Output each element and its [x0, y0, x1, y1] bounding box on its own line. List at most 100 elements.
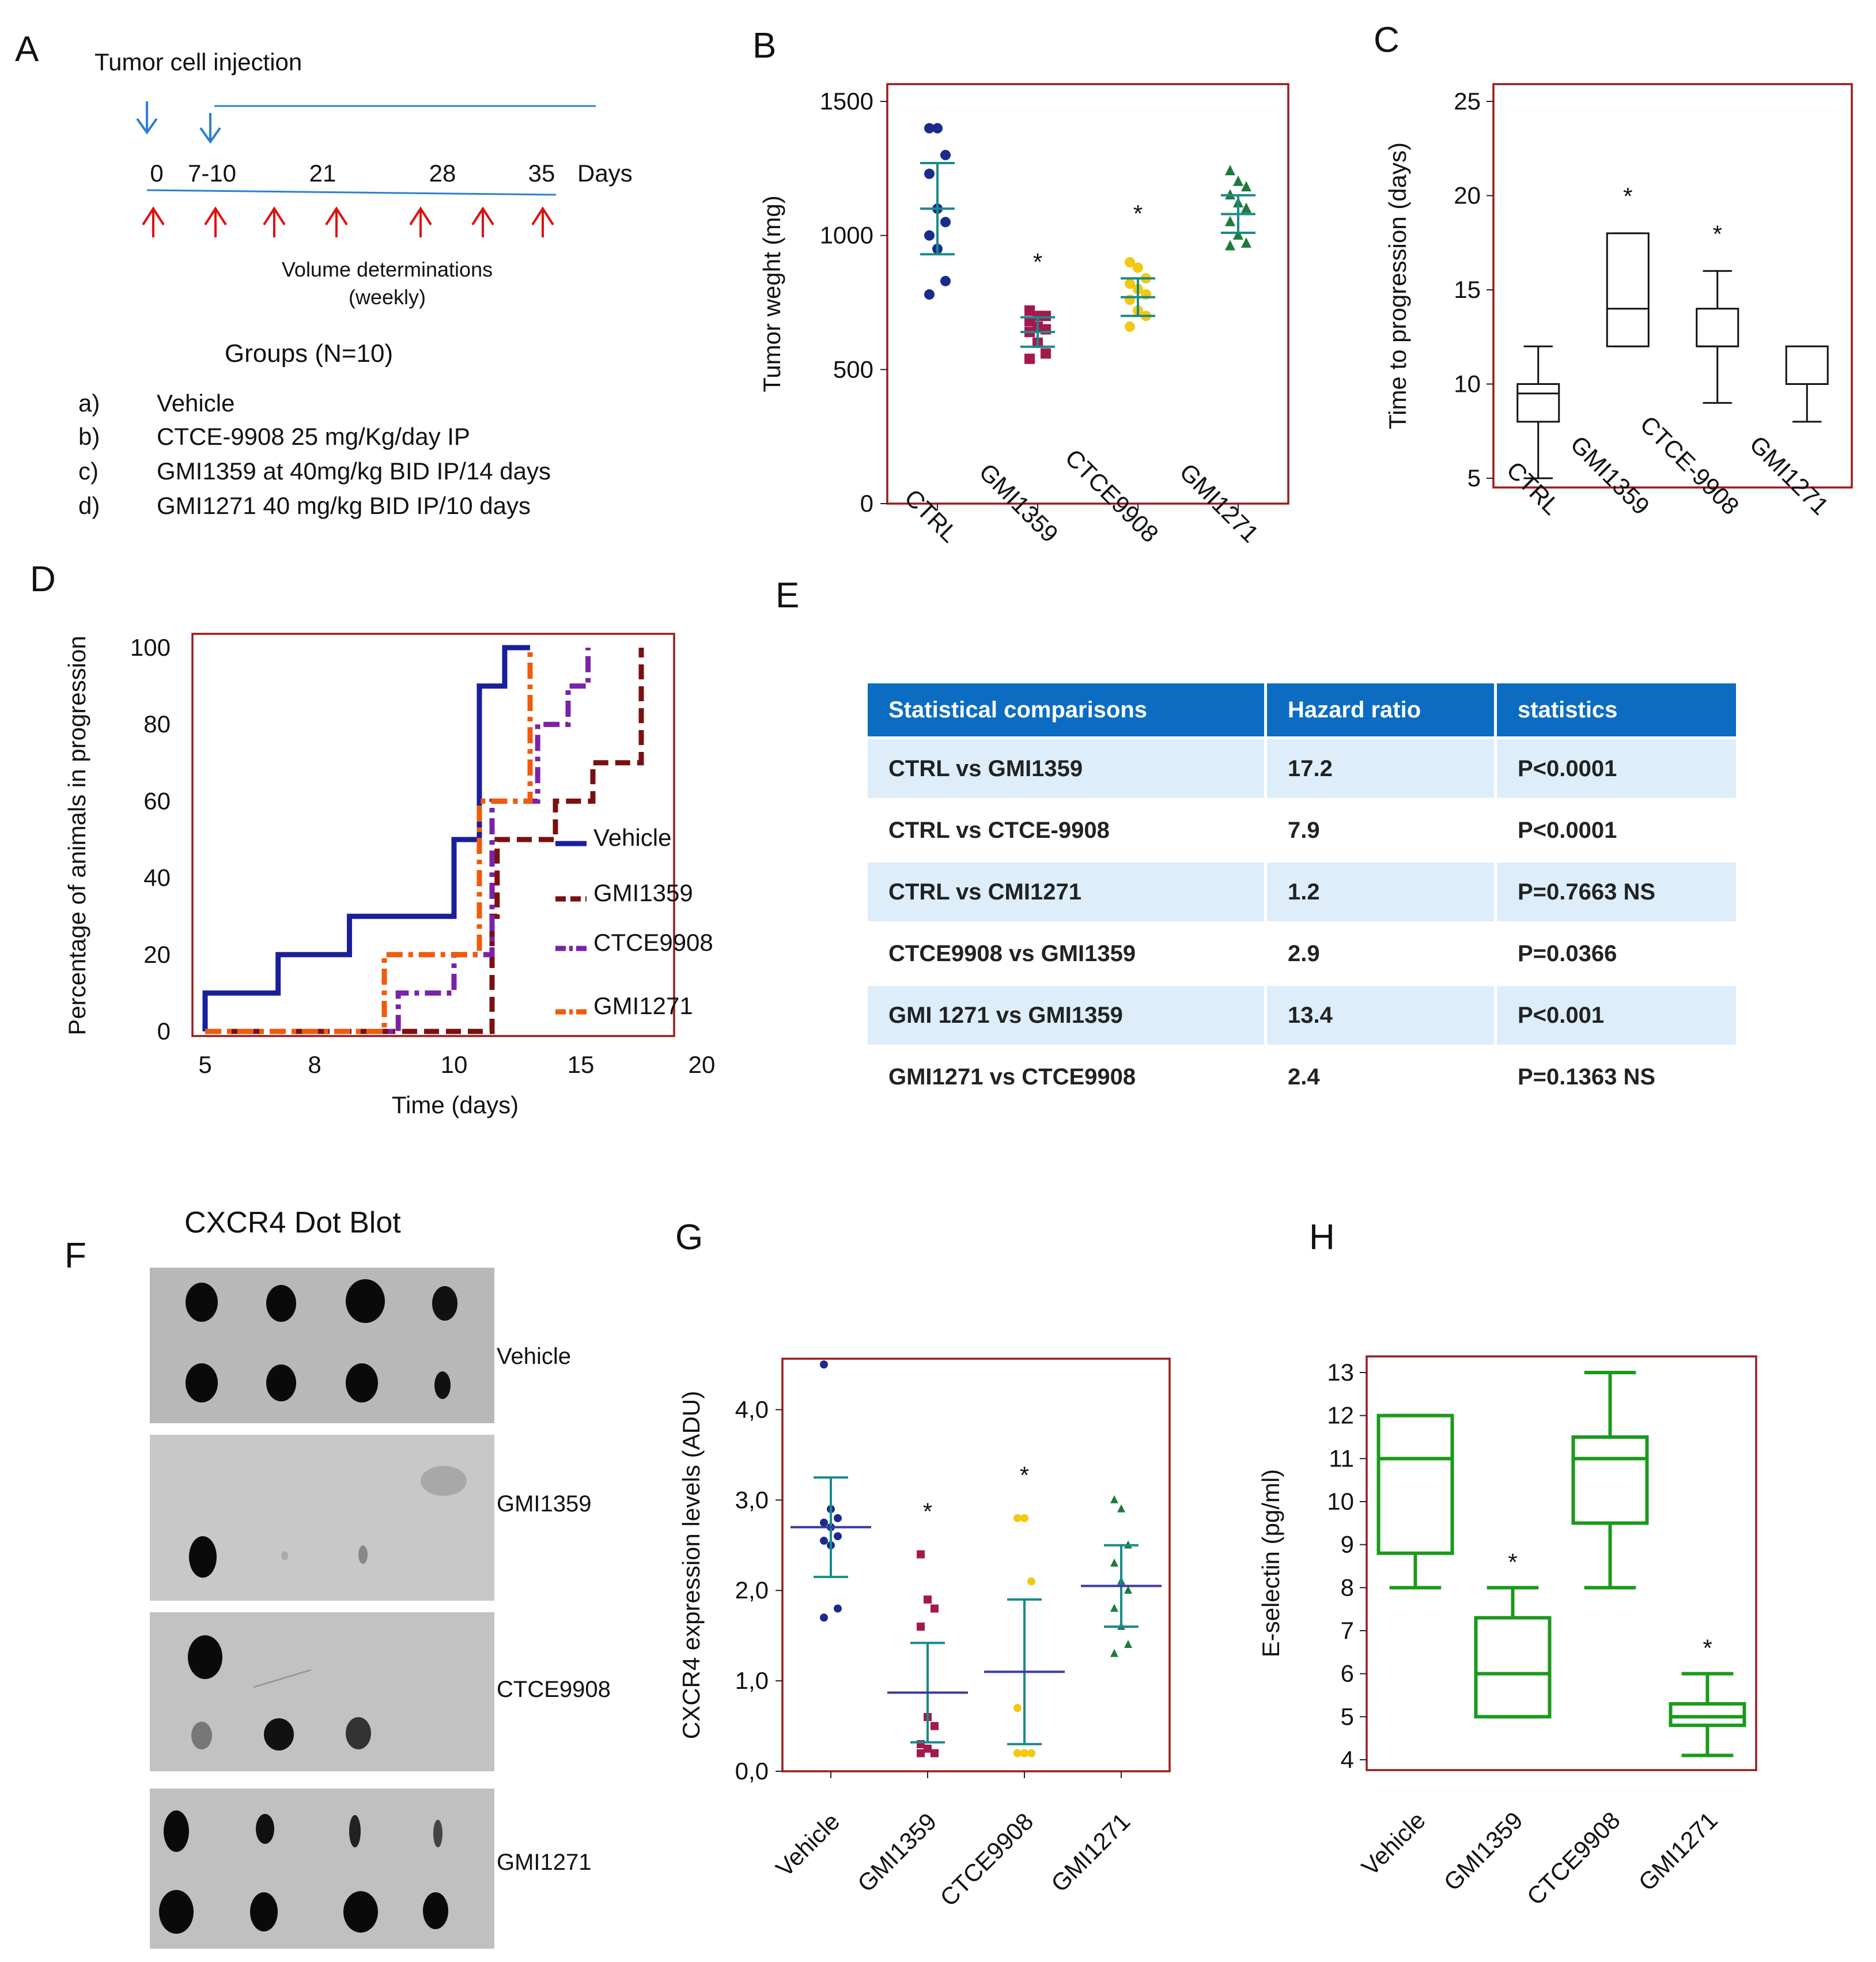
significance-star: *: [1020, 1462, 1029, 1489]
timepoint-label: 21: [309, 160, 336, 187]
x-tick-label: 5: [198, 1051, 211, 1078]
group-text: CTCE-9908 25 mg/Kg/day IP: [157, 423, 470, 450]
group-text: GMI1271 40 mg/kg BID IP/10 days: [157, 492, 531, 519]
data-point: [1125, 321, 1135, 332]
data-point: [917, 1622, 925, 1631]
data-point: [924, 1744, 932, 1753]
data-point: [1013, 1514, 1022, 1522]
table-row: GMI 1271 vs GMI1359 13.4 P<0.001: [868, 983, 1739, 1046]
blot-label: CTCE9908: [497, 1677, 611, 1702]
data-point: [820, 1518, 828, 1527]
x-tick-label: GMI1359: [852, 1808, 941, 1897]
table-cell: P<0.0001: [1495, 736, 1739, 800]
data-point: [1013, 1704, 1022, 1713]
volume-label-weekly: (weekly): [349, 285, 426, 309]
box: [1571, 1435, 1649, 1525]
group-key: a): [78, 390, 100, 417]
series-line: [202, 645, 530, 1031]
dot-blot-image-gmi1271: [150, 1789, 494, 1949]
box: [1785, 345, 1829, 385]
data-point: [1024, 305, 1035, 316]
y-tick-label: 5: [1467, 464, 1481, 492]
y-tick-label: 6: [1341, 1660, 1354, 1687]
data-point: [834, 1514, 842, 1522]
panel-e-letter: E: [776, 576, 799, 615]
y-tick-label: 80: [143, 710, 171, 738]
y-axis-label: CXCR4 expression levels (ADU): [678, 1391, 705, 1740]
data-point: [1241, 181, 1251, 192]
significance-star: *: [1508, 1548, 1517, 1575]
box: [1606, 232, 1650, 347]
data-point: [1020, 1749, 1028, 1757]
significance-star: *: [1623, 183, 1632, 210]
blot-label: GMI1359: [497, 1491, 592, 1517]
y-tick-label: 9: [1341, 1531, 1354, 1558]
statistics-table: Statistical comparisons Hazard ratio sta…: [868, 683, 1739, 1106]
y-tick-label: 2,0: [735, 1577, 769, 1604]
data-point: [820, 1613, 828, 1622]
data-point: [1020, 1514, 1028, 1522]
table-row: CTRL vs GMI1359 17.2 P<0.0001: [868, 736, 1739, 800]
injection-arrow: [199, 113, 221, 144]
svg-text:B: B: [752, 26, 776, 66]
table-cell: 1.2: [1265, 860, 1497, 923]
significance-star: *: [1713, 220, 1722, 247]
table-row: CTRL vs CTCE-9908 7.9 P<0.0001: [868, 798, 1739, 861]
data-point: [820, 1360, 828, 1369]
group-key: c): [78, 458, 99, 485]
y-tick-label: 1500: [820, 88, 873, 115]
data-point: [917, 1550, 925, 1559]
y-tick-label: 20: [1454, 182, 1481, 209]
legend-label: GMI1359: [593, 879, 693, 906]
table-header: statistics: [1495, 683, 1739, 738]
data-point: [1233, 175, 1243, 186]
table-cell: 13.4: [1265, 983, 1497, 1046]
dot-blot-title: CXCR4 Dot Blot: [184, 1206, 401, 1239]
data-point: [1241, 202, 1251, 213]
y-tick-label: 1000: [820, 222, 873, 249]
data-point: [834, 1604, 842, 1613]
x-tick-label: GMI1271: [1745, 430, 1834, 520]
table-cell: P=0.7663 NS: [1495, 860, 1739, 923]
panel-f-letter: F: [65, 1236, 86, 1276]
significance-star: *: [1133, 200, 1143, 227]
group-key: d): [78, 492, 100, 519]
data-point: [924, 168, 935, 179]
data-point: [940, 275, 951, 286]
svg-text:C: C: [1374, 20, 1400, 60]
x-tick-label: Vehicle: [770, 1808, 845, 1882]
svg-text:H: H: [1309, 1218, 1335, 1257]
data-point: [1013, 1749, 1022, 1757]
svg-text:D: D: [30, 560, 56, 599]
y-tick-label: 20: [143, 941, 171, 968]
data-point: [1110, 1604, 1118, 1612]
dot-blot-image-ctce9908: [150, 1612, 494, 1771]
data-point: [931, 1749, 939, 1757]
y-tick-label: 1,0: [735, 1667, 769, 1694]
table-header-row: Statistical comparisons Hazard ratio sta…: [868, 683, 1739, 738]
dot-blot-image-vehicle: [150, 1268, 494, 1423]
timepoint-label: 28: [429, 160, 456, 187]
data-point: [1233, 229, 1243, 240]
group-key: b): [78, 423, 100, 450]
data-point: [1027, 1749, 1035, 1757]
x-tick-label: GMI1359: [1438, 1806, 1527, 1896]
x-tick-label: CTRL: [899, 484, 963, 548]
table-row: CTRL vs CMI1271 1.2 P=0.7663 NS: [868, 860, 1739, 923]
y-tick-label: 15: [1454, 276, 1481, 303]
y-tick-label: 4,0: [735, 1396, 769, 1423]
plot-frame: [1492, 83, 1853, 489]
y-tick-label: 25: [1454, 88, 1481, 115]
data-point: [1124, 1639, 1132, 1648]
data-point: [924, 230, 935, 241]
volume-arrow-head: [409, 206, 432, 226]
panel-d-progression-curve-chart: D 0 20 40 60 80 100 5 8 10 15 20 Time (days) Percent…: [30, 560, 715, 1118]
table-cell: 17.2: [1265, 736, 1497, 800]
volume-arrow-head: [263, 206, 286, 226]
significance-star: *: [1033, 248, 1042, 275]
data-point: [931, 1722, 939, 1730]
y-tick-label: 4: [1341, 1746, 1354, 1773]
data-point: [1110, 1649, 1118, 1657]
data-point: [1032, 311, 1043, 322]
